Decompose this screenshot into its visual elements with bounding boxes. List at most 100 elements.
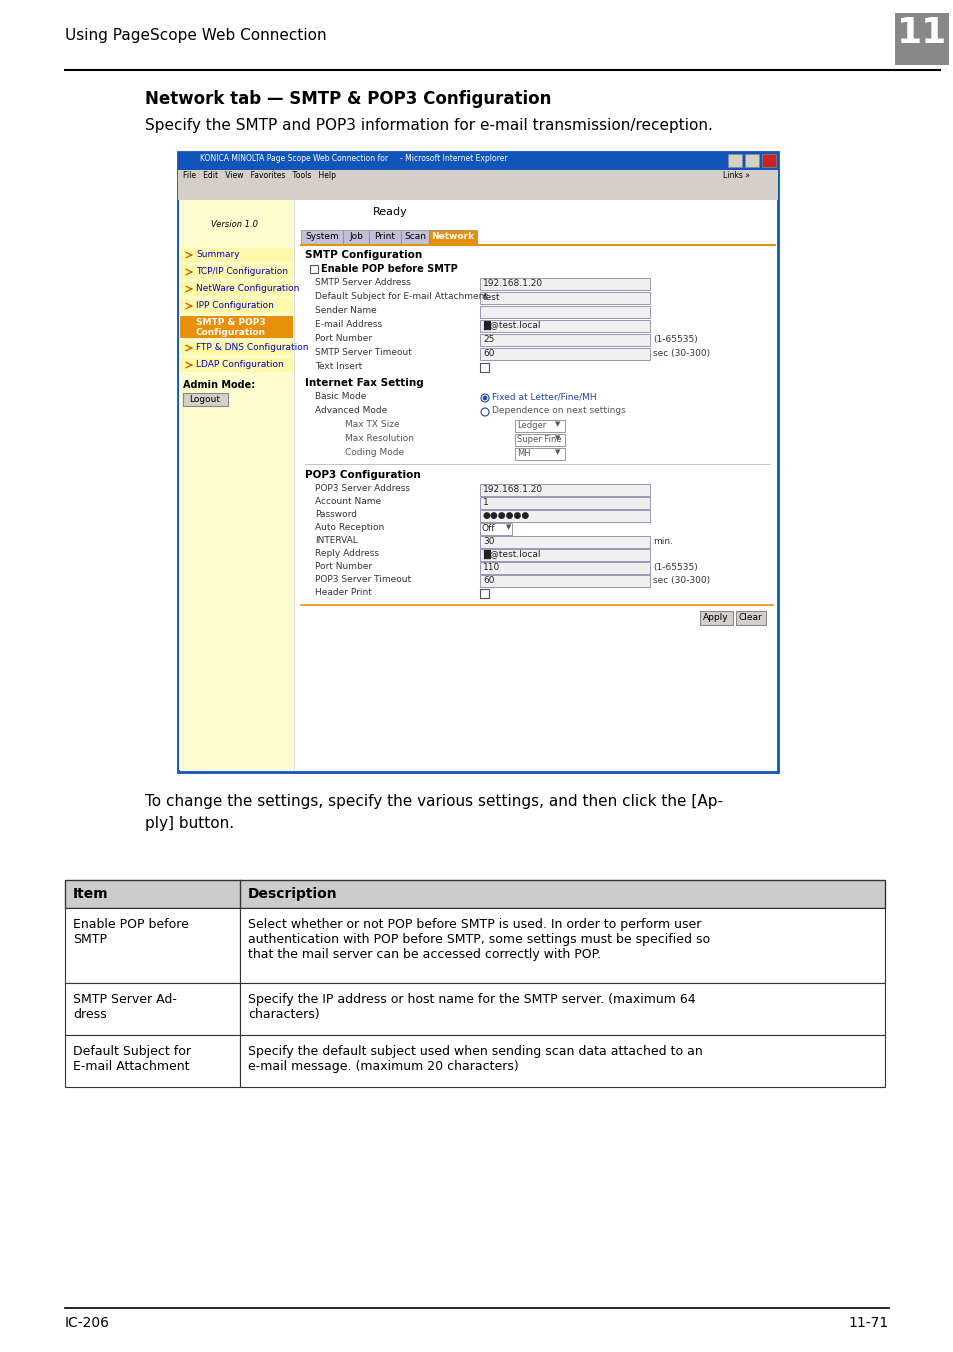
Bar bbox=[310, 265, 317, 273]
Text: Password: Password bbox=[314, 510, 356, 519]
Text: (1-65535): (1-65535) bbox=[652, 562, 697, 572]
Text: Specify the default subject used when sending scan data attached to an
e-mail me: Specify the default subject used when se… bbox=[248, 1045, 702, 1073]
Text: Sender Name: Sender Name bbox=[314, 306, 376, 315]
Bar bbox=[180, 247, 293, 262]
Text: ▼: ▼ bbox=[555, 435, 559, 441]
Bar bbox=[429, 230, 476, 245]
Text: Ready: Ready bbox=[373, 207, 407, 218]
Text: POP3 Server Timeout: POP3 Server Timeout bbox=[314, 575, 411, 584]
Bar bbox=[479, 523, 512, 535]
Text: 60: 60 bbox=[482, 576, 494, 585]
Circle shape bbox=[480, 408, 489, 416]
Text: SMTP Server Timeout: SMTP Server Timeout bbox=[314, 347, 412, 357]
Text: 30: 30 bbox=[482, 537, 494, 546]
Text: Admin Mode:: Admin Mode: bbox=[183, 380, 255, 389]
Bar bbox=[240, 983, 884, 1036]
Bar bbox=[479, 575, 649, 587]
Text: 110: 110 bbox=[482, 562, 499, 572]
Text: Default Subject for
E-mail Attachment: Default Subject for E-mail Attachment bbox=[73, 1045, 191, 1073]
Bar bbox=[479, 347, 649, 360]
Bar bbox=[479, 549, 649, 561]
Bar bbox=[178, 184, 778, 200]
Bar bbox=[479, 306, 649, 318]
Circle shape bbox=[480, 393, 489, 402]
Text: Account Name: Account Name bbox=[314, 498, 381, 506]
Text: sec (30-300): sec (30-300) bbox=[652, 349, 709, 358]
Bar bbox=[479, 334, 649, 346]
Text: Max TX Size: Max TX Size bbox=[345, 420, 399, 429]
Text: Item: Item bbox=[73, 887, 109, 900]
Bar bbox=[761, 154, 775, 168]
Text: Header Print: Header Print bbox=[314, 588, 372, 598]
Bar bbox=[240, 909, 884, 983]
Text: ▼: ▼ bbox=[555, 420, 559, 427]
Text: Using PageScope Web Connection: Using PageScope Web Connection bbox=[65, 28, 326, 43]
Bar bbox=[180, 358, 293, 372]
Text: sec (30-300): sec (30-300) bbox=[652, 576, 709, 585]
Text: IPP Configuration: IPP Configuration bbox=[195, 301, 274, 310]
Bar bbox=[479, 589, 489, 598]
Text: Select whether or not POP before SMTP is used. In order to perform user
authenti: Select whether or not POP before SMTP is… bbox=[248, 918, 709, 961]
Text: 60: 60 bbox=[482, 349, 494, 358]
Bar bbox=[479, 562, 649, 575]
Bar bbox=[479, 484, 649, 496]
Text: Specify the IP address or host name for the SMTP server. (maximum 64
characters): Specify the IP address or host name for … bbox=[248, 992, 695, 1021]
Bar bbox=[179, 200, 294, 771]
Text: Apply: Apply bbox=[702, 612, 728, 622]
Text: Job: Job bbox=[349, 233, 362, 241]
Bar bbox=[369, 230, 400, 245]
Bar bbox=[240, 1036, 884, 1087]
Bar bbox=[178, 151, 778, 772]
Text: File   Edit   View   Favorites   Tools   Help: File Edit View Favorites Tools Help bbox=[183, 170, 335, 180]
Bar bbox=[65, 1036, 240, 1087]
Text: Coding Mode: Coding Mode bbox=[345, 448, 404, 457]
Bar bbox=[301, 230, 343, 245]
Bar bbox=[180, 316, 293, 338]
Text: █@test.local: █@test.local bbox=[482, 320, 540, 330]
Bar bbox=[180, 341, 293, 356]
Text: Super Fine: Super Fine bbox=[517, 435, 561, 443]
Bar bbox=[180, 265, 293, 279]
Bar bbox=[727, 154, 741, 168]
Text: Port Number: Port Number bbox=[314, 562, 372, 571]
Text: 1: 1 bbox=[482, 498, 488, 507]
Bar bbox=[515, 448, 564, 460]
Text: (1-65535): (1-65535) bbox=[652, 335, 697, 343]
Text: 25: 25 bbox=[482, 335, 494, 343]
Bar bbox=[65, 983, 240, 1036]
Text: KONICA MINOLTA Page Scope Web Connection for     - Microsoft Internet Explorer: KONICA MINOLTA Page Scope Web Connection… bbox=[200, 154, 507, 164]
Circle shape bbox=[482, 396, 486, 400]
Text: Dependence on next settings: Dependence on next settings bbox=[492, 406, 625, 415]
Text: Basic Mode: Basic Mode bbox=[314, 392, 366, 402]
Text: ●●●●●●: ●●●●●● bbox=[482, 511, 530, 521]
Text: Off: Off bbox=[481, 525, 495, 533]
Text: FTP & DNS Configuration: FTP & DNS Configuration bbox=[195, 343, 308, 352]
Bar bbox=[700, 611, 732, 625]
Bar bbox=[65, 909, 240, 983]
Text: NetWare Configuration: NetWare Configuration bbox=[195, 284, 299, 293]
Bar bbox=[183, 393, 228, 406]
Text: To change the settings, specify the various settings, and then click the [Ap-: To change the settings, specify the vari… bbox=[145, 794, 722, 808]
Text: Fixed at Letter/Fine/MH: Fixed at Letter/Fine/MH bbox=[492, 392, 596, 402]
Text: TCP/IP Configuration: TCP/IP Configuration bbox=[195, 266, 288, 276]
Text: SMTP Configuration: SMTP Configuration bbox=[305, 250, 422, 260]
Bar bbox=[744, 154, 759, 168]
Bar bbox=[65, 880, 884, 909]
Bar bbox=[343, 230, 369, 245]
Text: Scan: Scan bbox=[403, 233, 426, 241]
Bar bbox=[479, 279, 649, 289]
Bar bbox=[515, 420, 564, 433]
Text: Specify the SMTP and POP3 information for e-mail transmission/reception.: Specify the SMTP and POP3 information fo… bbox=[145, 118, 712, 132]
Text: Max Resolution: Max Resolution bbox=[345, 434, 414, 443]
Text: IC-206: IC-206 bbox=[65, 1315, 110, 1330]
Text: Logout: Logout bbox=[190, 395, 220, 404]
Text: INTERVAL: INTERVAL bbox=[314, 535, 357, 545]
Bar bbox=[479, 498, 649, 508]
Text: Print: Print bbox=[375, 233, 395, 241]
Bar bbox=[479, 510, 649, 522]
Text: SMTP & POP3
Configuration: SMTP & POP3 Configuration bbox=[195, 318, 266, 338]
Text: Enable POP before
SMTP: Enable POP before SMTP bbox=[73, 918, 189, 946]
Bar bbox=[400, 230, 429, 245]
Bar bbox=[180, 283, 293, 296]
Text: ply] button.: ply] button. bbox=[145, 817, 233, 831]
